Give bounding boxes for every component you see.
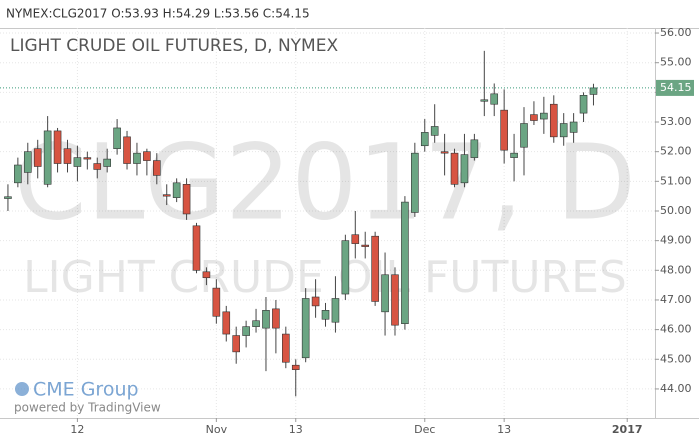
y-tick-label: 49.00 bbox=[660, 234, 692, 247]
candle-body bbox=[282, 333, 290, 363]
candle-body bbox=[73, 157, 82, 167]
last-price-box bbox=[656, 79, 694, 96]
candle-body bbox=[510, 152, 518, 158]
watermark-symbol: CLG2017, D bbox=[14, 121, 636, 243]
y-tick-label: 44.00 bbox=[660, 382, 692, 395]
x-tick-label: Dec bbox=[414, 423, 435, 436]
candle-body bbox=[33, 148, 42, 167]
candle-body bbox=[53, 130, 62, 164]
candle-body bbox=[420, 132, 429, 147]
candle-body bbox=[252, 320, 260, 327]
y-tick-label: 48.00 bbox=[660, 263, 692, 276]
grid bbox=[0, 28, 655, 418]
candle-body bbox=[162, 194, 171, 197]
candle-body bbox=[93, 163, 102, 170]
candle-body bbox=[301, 298, 310, 359]
candle-body bbox=[63, 148, 72, 164]
candle-body bbox=[361, 244, 370, 247]
x-tick-label: 13 bbox=[289, 423, 303, 436]
candle-body bbox=[579, 95, 588, 114]
candle-body bbox=[291, 364, 300, 370]
candle-body bbox=[569, 121, 578, 133]
x-tick-label: 2017 bbox=[612, 423, 643, 436]
y-tick-label: 56.00 bbox=[660, 26, 692, 39]
candle-body bbox=[381, 274, 389, 313]
credit: powered by TradingView bbox=[14, 401, 161, 415]
y-tick-label: 51.00 bbox=[660, 174, 692, 187]
candle-body bbox=[559, 123, 568, 138]
candle-body bbox=[23, 151, 32, 173]
candle-body bbox=[182, 183, 191, 215]
candle-body bbox=[391, 274, 399, 326]
candle-body bbox=[411, 152, 419, 213]
candle-body bbox=[113, 127, 121, 150]
candle-body bbox=[589, 87, 598, 95]
candle-body bbox=[103, 158, 111, 167]
candle-body bbox=[262, 310, 270, 329]
y-tick-label: 52.00 bbox=[660, 145, 692, 158]
logo-icon bbox=[15, 382, 29, 396]
logo: CME Group powered by TradingView bbox=[14, 379, 161, 415]
y-tick-label: 45.00 bbox=[660, 352, 692, 365]
candle-body bbox=[500, 109, 508, 151]
candle-body bbox=[351, 234, 360, 244]
watermark: CLG2017, D LIGHT CRUDE OIL FUTURES bbox=[14, 121, 636, 303]
candle-body bbox=[321, 310, 330, 320]
candle-body bbox=[371, 235, 379, 302]
candle-body bbox=[341, 240, 350, 295]
candle-body bbox=[202, 271, 211, 279]
candle-body bbox=[450, 152, 459, 185]
y-tick-label: 47.00 bbox=[660, 293, 692, 306]
header: NYMEX:CLG2017 O:53.93 H:54.29 L:53.56 C:… bbox=[6, 7, 310, 21]
logo-text: CME Group bbox=[33, 379, 139, 401]
candle-body bbox=[540, 112, 548, 120]
candle-body bbox=[133, 152, 141, 164]
candle-body bbox=[232, 335, 240, 353]
candle-body bbox=[212, 287, 221, 317]
candle-body bbox=[143, 151, 151, 161]
candle-body bbox=[14, 164, 22, 184]
candle-body bbox=[530, 114, 538, 121]
watermark-name: LIGHT CRUDE OIL FUTURES bbox=[23, 252, 627, 303]
candle-body bbox=[43, 130, 52, 185]
candle-body bbox=[430, 126, 439, 136]
candle-body bbox=[153, 160, 161, 176]
x-tick-label: Nov bbox=[206, 423, 228, 436]
candle-body bbox=[311, 296, 320, 307]
candle-body bbox=[549, 103, 558, 138]
candle-body bbox=[440, 151, 449, 154]
y-tick-label: 50.00 bbox=[660, 204, 692, 217]
y-tick-label: 53.00 bbox=[660, 115, 692, 128]
candle-body bbox=[490, 93, 499, 105]
candle-body bbox=[460, 154, 469, 184]
candle-body bbox=[83, 157, 92, 160]
candle-body bbox=[123, 136, 131, 164]
candle-body bbox=[470, 139, 479, 158]
candle-body bbox=[331, 298, 340, 323]
y-tick-label: 46.00 bbox=[660, 323, 692, 336]
candle-body bbox=[520, 123, 528, 148]
last-price-label: 54.15 bbox=[660, 81, 692, 94]
candle-body bbox=[192, 225, 201, 271]
candle-body bbox=[272, 308, 280, 329]
candle-body bbox=[242, 326, 250, 336]
candle-body bbox=[480, 99, 489, 102]
x-tick-label: 12 bbox=[70, 423, 84, 436]
y-tick-label: 55.00 bbox=[660, 56, 692, 69]
candle-body bbox=[401, 201, 409, 324]
chart-title: LIGHT CRUDE OIL FUTURES, D, NYMEX bbox=[10, 36, 338, 56]
candle-body bbox=[4, 196, 12, 199]
candle-body bbox=[222, 311, 231, 335]
candle-body bbox=[172, 182, 181, 198]
x-tick-label: 13 bbox=[497, 423, 511, 436]
